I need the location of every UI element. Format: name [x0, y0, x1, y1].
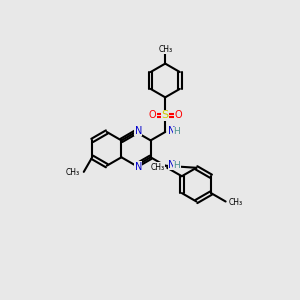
Text: O: O — [174, 110, 182, 120]
Text: CH₃: CH₃ — [228, 198, 242, 207]
Text: N: N — [135, 126, 142, 136]
Text: S: S — [162, 110, 169, 120]
Text: N: N — [135, 162, 142, 172]
Text: CH₃: CH₃ — [150, 163, 164, 172]
Text: O: O — [149, 110, 156, 120]
Text: CH₃: CH₃ — [65, 168, 80, 177]
Text: N: N — [169, 126, 176, 136]
Text: H: H — [173, 161, 180, 170]
Text: N: N — [169, 160, 176, 170]
Text: H: H — [173, 127, 180, 136]
Text: CH₃: CH₃ — [158, 45, 172, 54]
